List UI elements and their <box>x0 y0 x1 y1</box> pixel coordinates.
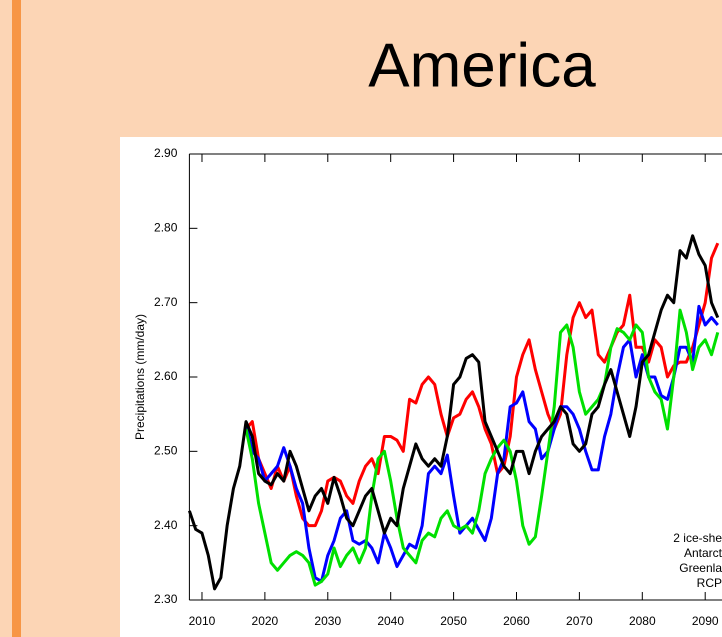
x-tick-label: 2020 <box>252 614 279 628</box>
y-tick-label: 2.80 <box>154 221 178 235</box>
y-tick-label: 2.30 <box>154 592 178 606</box>
legend-text: 2 ice-she <box>673 531 722 545</box>
legend-text: Antarct <box>684 546 722 560</box>
y-tick-label: 2.60 <box>154 369 178 383</box>
x-tick-label: 2040 <box>377 614 404 628</box>
x-tick-label: 2030 <box>314 614 341 628</box>
x-tick-label: 2010 <box>189 614 216 628</box>
x-tick-label: 2080 <box>629 614 656 628</box>
x-tick-label: 2050 <box>440 614 467 628</box>
legend-text: RCP <box>697 576 722 590</box>
x-tick-label: 2070 <box>566 614 593 628</box>
series-line <box>244 308 720 587</box>
y-tick-label: 2.50 <box>154 444 178 458</box>
y-axis-label: Precipitations (mm/day) <box>133 314 147 440</box>
y-tick-label: 2.90 <box>154 146 178 160</box>
y-tick-label: 2.40 <box>154 518 178 532</box>
accent-bar <box>12 0 21 637</box>
series-line <box>187 234 720 591</box>
x-tick-label: 2060 <box>503 614 530 628</box>
chart-title: America <box>368 31 596 100</box>
x-tick-label: 2090 <box>692 614 719 628</box>
legend-text: Greenla <box>679 561 722 575</box>
series-line <box>244 304 719 583</box>
y-tick-label: 2.70 <box>154 295 178 309</box>
